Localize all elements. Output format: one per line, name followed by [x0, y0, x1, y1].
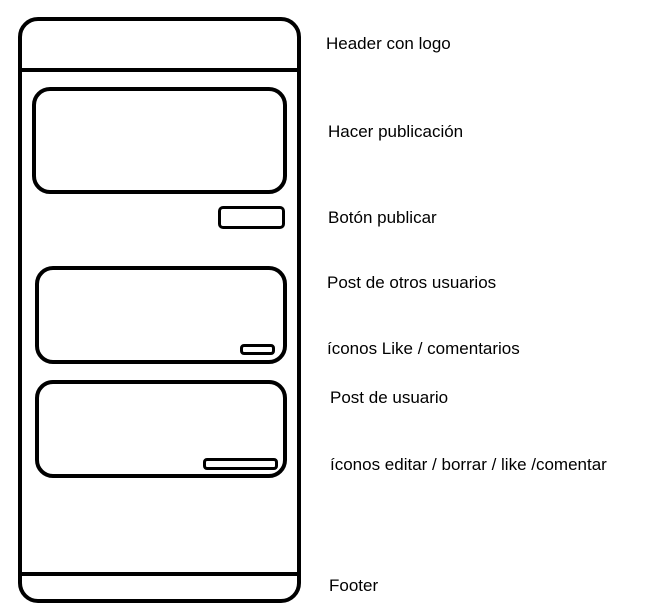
- label-others-post: Post de otros usuarios: [327, 273, 497, 292]
- label-user-post: Post de usuario: [330, 388, 449, 407]
- footer-divider: [18, 572, 301, 576]
- label-others-post-icons: íconos Like / comentarios: [327, 339, 520, 358]
- like-comment-icons-bar[interactable]: [240, 344, 275, 355]
- edit-delete-like-comment-icons-bar[interactable]: [203, 458, 278, 470]
- label-compose: Hacer publicación: [328, 122, 464, 141]
- header-divider: [18, 68, 301, 72]
- label-user-post-icons: íconos editar / borrar / like /comentar: [330, 455, 607, 474]
- label-header: Header con logo: [326, 34, 451, 53]
- label-publish-button: Botón publicar: [328, 208, 437, 227]
- phone-frame: [18, 17, 301, 603]
- publish-button[interactable]: [218, 206, 285, 229]
- label-footer: Footer: [329, 576, 379, 595]
- compose-post-box[interactable]: [32, 87, 287, 194]
